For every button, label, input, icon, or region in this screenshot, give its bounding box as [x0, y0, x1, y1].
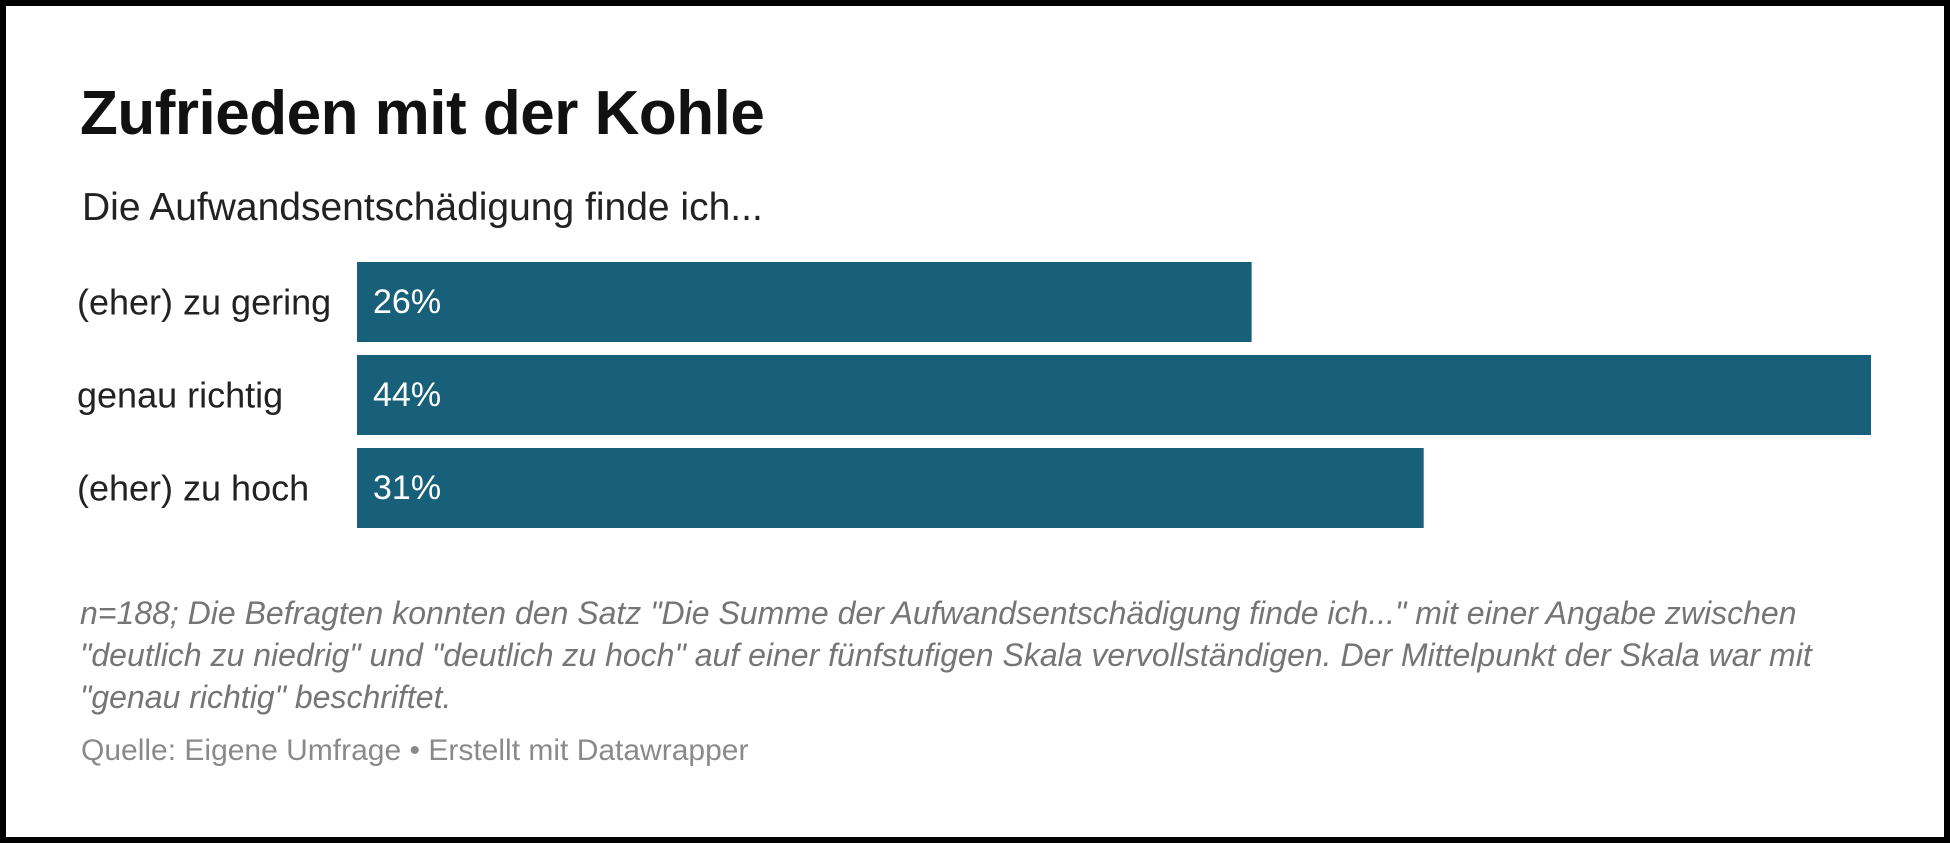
value-label: 31%: [373, 469, 441, 507]
bar: [357, 355, 1871, 435]
chart-subtitle: Die Aufwandsentschädigung finde ich...: [82, 186, 763, 229]
value-label: 44%: [373, 376, 441, 414]
chart-source: Quelle: Eigene Umfrage • Erstellt mit Da…: [81, 734, 749, 767]
value-label: 26%: [373, 283, 441, 321]
chart-notes: n=188; Die Befragten konnten den Satz "D…: [80, 595, 1812, 715]
category-label: genau richtig: [77, 375, 283, 416]
bar: [357, 262, 1252, 342]
bar: [357, 448, 1424, 528]
chart-title: Zufrieden mit der Kohle: [80, 79, 765, 148]
category-label: (eher) zu hoch: [77, 468, 309, 509]
category-label: (eher) zu gering: [77, 282, 331, 323]
bar-chart: (eher) zu gering 26% genau richtig 44% (eher…: [77, 262, 1871, 528]
